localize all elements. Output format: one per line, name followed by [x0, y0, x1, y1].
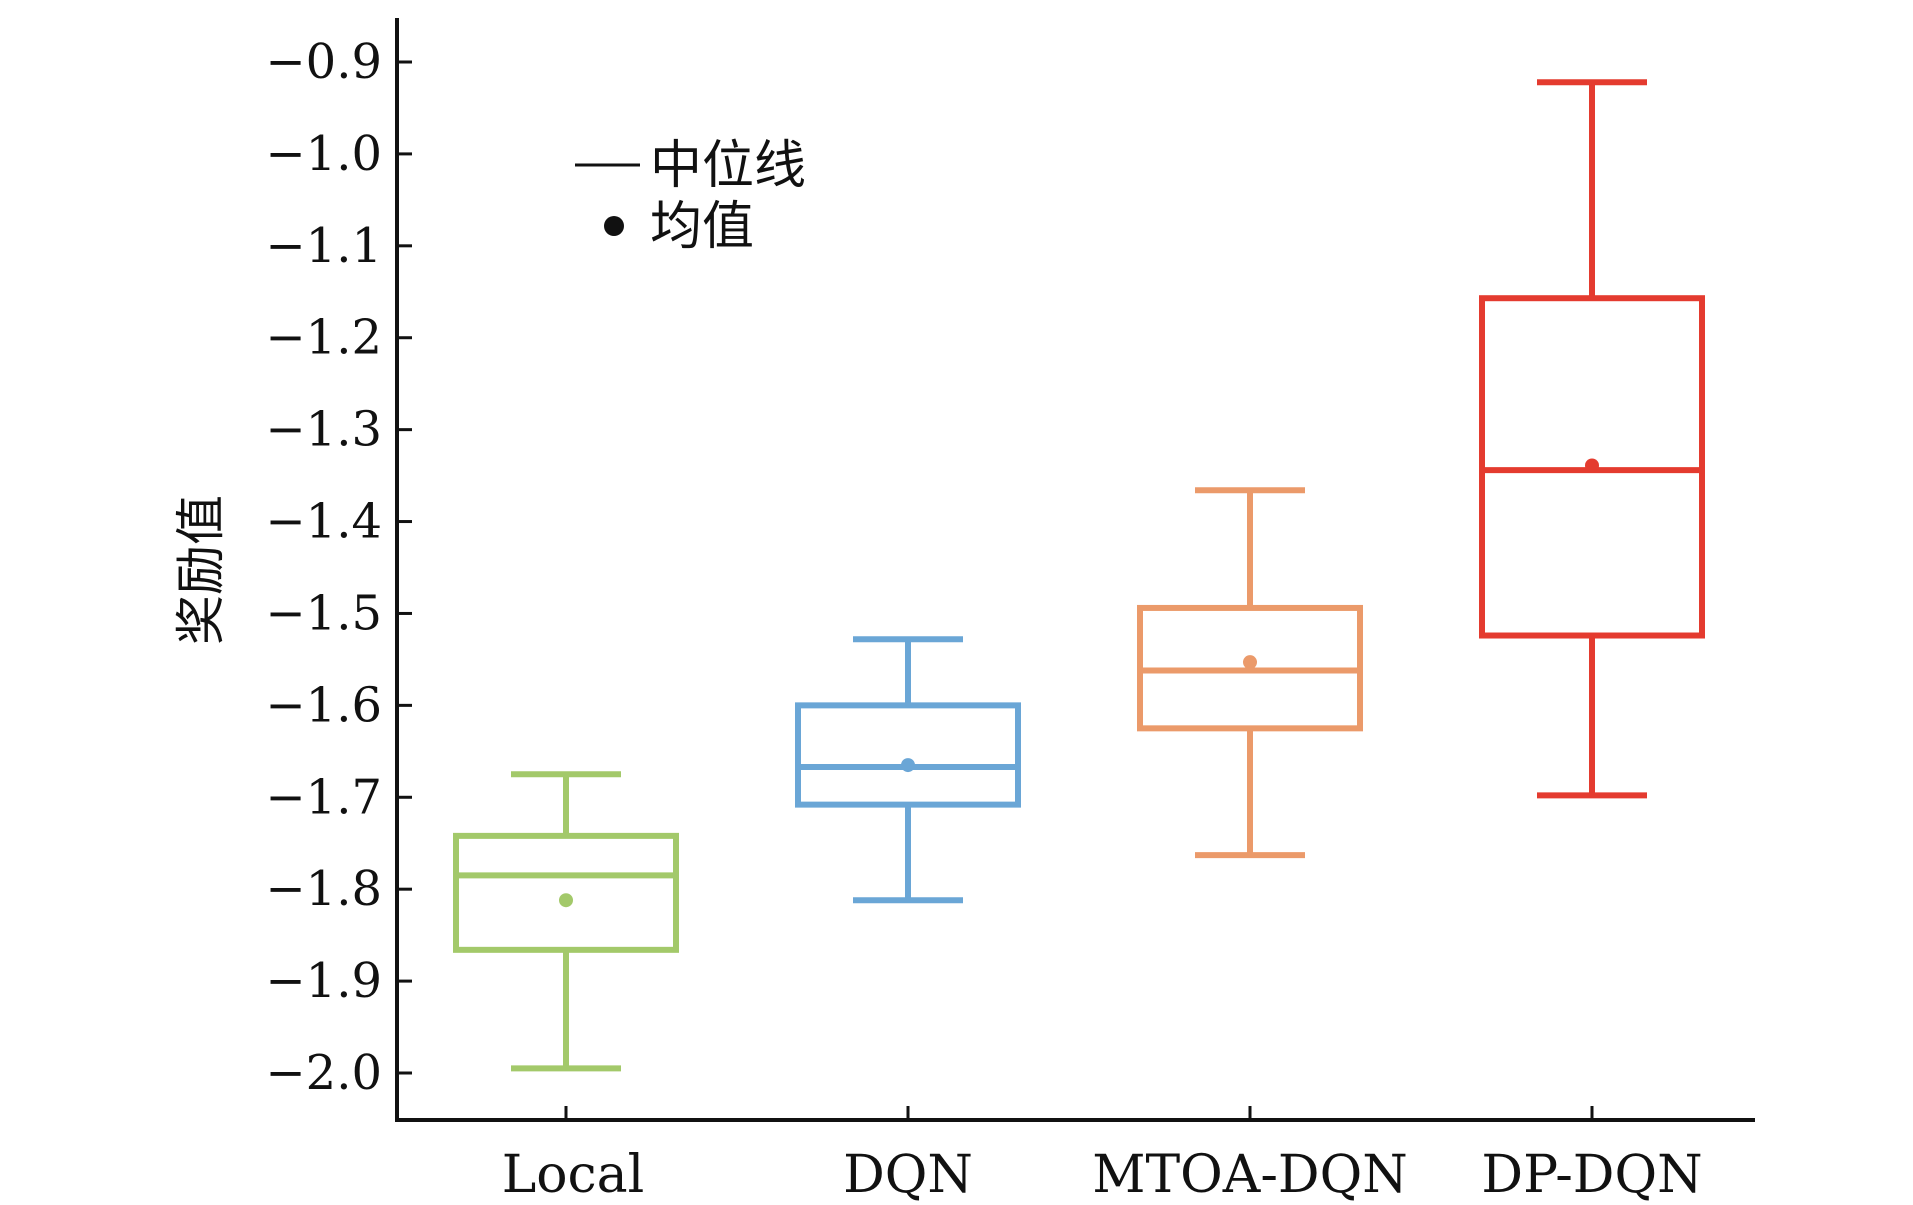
box-local: [453, 771, 679, 1072]
y-tick-label: −1.9: [265, 953, 382, 1009]
y-tick-label: −1.5: [265, 585, 382, 641]
box-dp-dqn: [1479, 79, 1705, 799]
box-mtoa-dqn: [1137, 487, 1363, 859]
axes: [395, 18, 1755, 1122]
mean-point: [1585, 458, 1599, 473]
legend-mean-label: 均值: [650, 197, 754, 257]
y-tick-label: −1.3: [265, 402, 382, 458]
x-tick-label: MTOA-DQN: [1092, 1145, 1408, 1205]
mean-point: [559, 893, 573, 908]
x-tick-label: DQN: [843, 1145, 973, 1205]
y-tick-label: −1.1: [265, 218, 382, 274]
iqr-box: [453, 832, 679, 953]
legend-median-label: 中位线: [650, 136, 806, 196]
y-tick-label: −1.7: [265, 769, 382, 825]
box-dqn: [795, 636, 1021, 904]
y-tick-label: −0.9: [265, 34, 382, 90]
y-tick-label: −1.0: [265, 126, 382, 182]
mean-point: [901, 758, 915, 773]
legend: 中位线 均值: [575, 136, 806, 257]
y-tick-label: −1.8: [265, 861, 382, 917]
boxes: [453, 79, 1705, 1072]
y-axis-label: 奖励值: [172, 495, 230, 645]
y-ticks: −0.9 −1.0 −1.1 −1.2 −1.3 −1.4 −1.5 −1.6 −1.7 −1.8…: [265, 34, 412, 1101]
y-tick-label: −2.0: [265, 1045, 382, 1101]
y-tick-label: −1.2: [265, 310, 382, 366]
legend-mean-swatch: [604, 216, 624, 236]
iqr-box: [795, 702, 1021, 808]
x-ticks: Local DQN MTOA-DQN DP-DQN: [502, 1106, 1703, 1205]
y-tick-label: −1.4: [265, 494, 382, 550]
iqr-box: [1479, 295, 1705, 639]
x-tick-label: Local: [502, 1145, 645, 1205]
x-tick-label: DP-DQN: [1481, 1145, 1702, 1205]
y-tick-label: −1.6: [265, 677, 382, 733]
mean-point: [1243, 655, 1257, 670]
